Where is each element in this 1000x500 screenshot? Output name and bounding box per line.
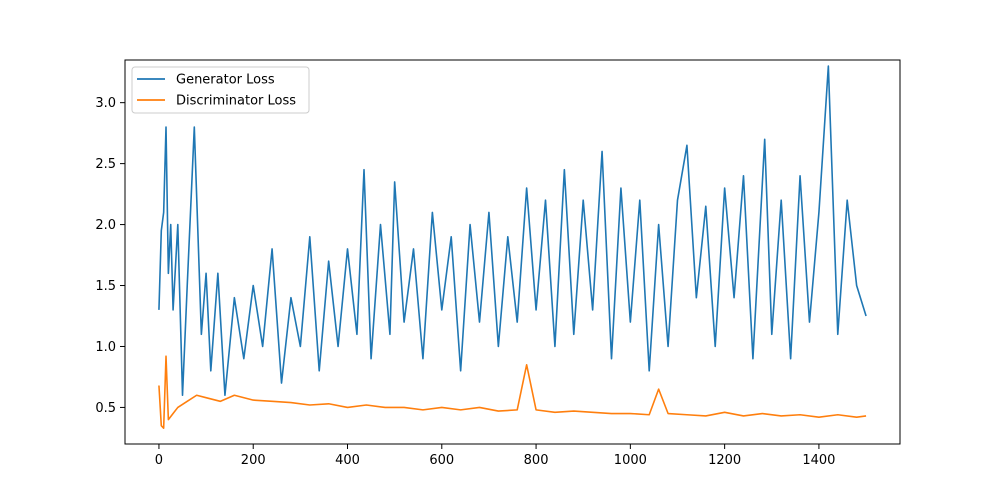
plot-area xyxy=(125,60,900,444)
series-line-0 xyxy=(158,65,867,397)
y-tick-label: 0.5 xyxy=(95,401,116,416)
x-tick-label: 1200 xyxy=(708,453,741,468)
x-tick-label: 600 xyxy=(429,453,454,468)
legend-label-0: Generator Loss xyxy=(176,73,275,88)
y-tick-label: 2.0 xyxy=(95,218,116,233)
legend-box xyxy=(131,66,310,114)
y-tick-label: 1.5 xyxy=(95,279,116,294)
series-line-1 xyxy=(158,355,867,429)
x-tick-label: 400 xyxy=(335,453,360,468)
y-tick-label: 2.5 xyxy=(95,157,116,172)
legend-label-1: Discriminator Loss xyxy=(176,94,296,109)
legend: Generator Loss Discriminator Loss xyxy=(131,66,310,114)
y-tick-label: 3.0 xyxy=(95,96,116,111)
series-layer xyxy=(158,65,867,429)
y-tick-label: 1.0 xyxy=(95,340,116,355)
x-tick-label: 1400 xyxy=(802,453,835,468)
x-tick-label: 800 xyxy=(524,453,549,468)
axes-layer: 0 200 400 600 800 1000 1200 1400 0.5 1.0 1.5 2.0 2.5… xyxy=(95,96,835,468)
plot-frame xyxy=(124,59,901,445)
x-tick-label: 1000 xyxy=(614,453,647,468)
x-tick-label: 200 xyxy=(241,453,266,468)
x-tick-label: 0 xyxy=(155,453,163,468)
